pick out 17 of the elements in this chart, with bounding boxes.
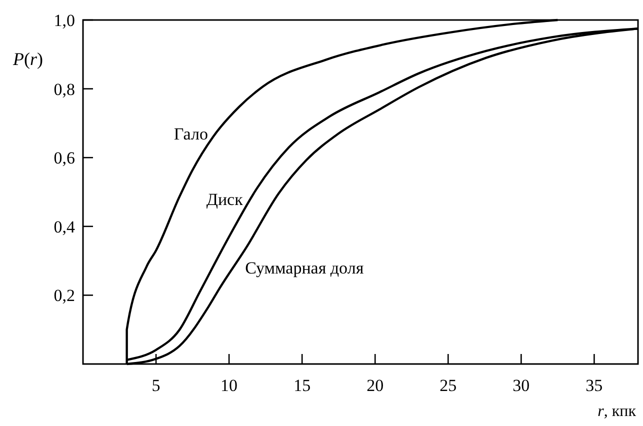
series-label: Гало (174, 124, 208, 144)
y-tick-label: 0,2 (54, 286, 75, 306)
y-tick-label: 0,6 (54, 148, 75, 168)
y-tick-label: 0,8 (54, 80, 75, 99)
x-tick-label: 10 (220, 376, 238, 395)
x-tick-label: 25 (440, 376, 457, 395)
x-tick-label: 35 (586, 376, 603, 395)
y-axis-title: P(r) (12, 49, 44, 69)
y-tick-label: 1,0 (54, 10, 75, 30)
x-tick-label: 15 (294, 376, 311, 395)
series-label: Диск (206, 190, 244, 209)
series-label: Суммарная доля (245, 258, 364, 278)
x-tick-label: 20 (366, 376, 384, 395)
x-tick-label: 30 (512, 376, 530, 395)
x-tick-label: 5 (152, 376, 160, 395)
x-axis-title: r, кпк (598, 403, 636, 420)
y-tick-label: 0,4 (54, 217, 76, 236)
